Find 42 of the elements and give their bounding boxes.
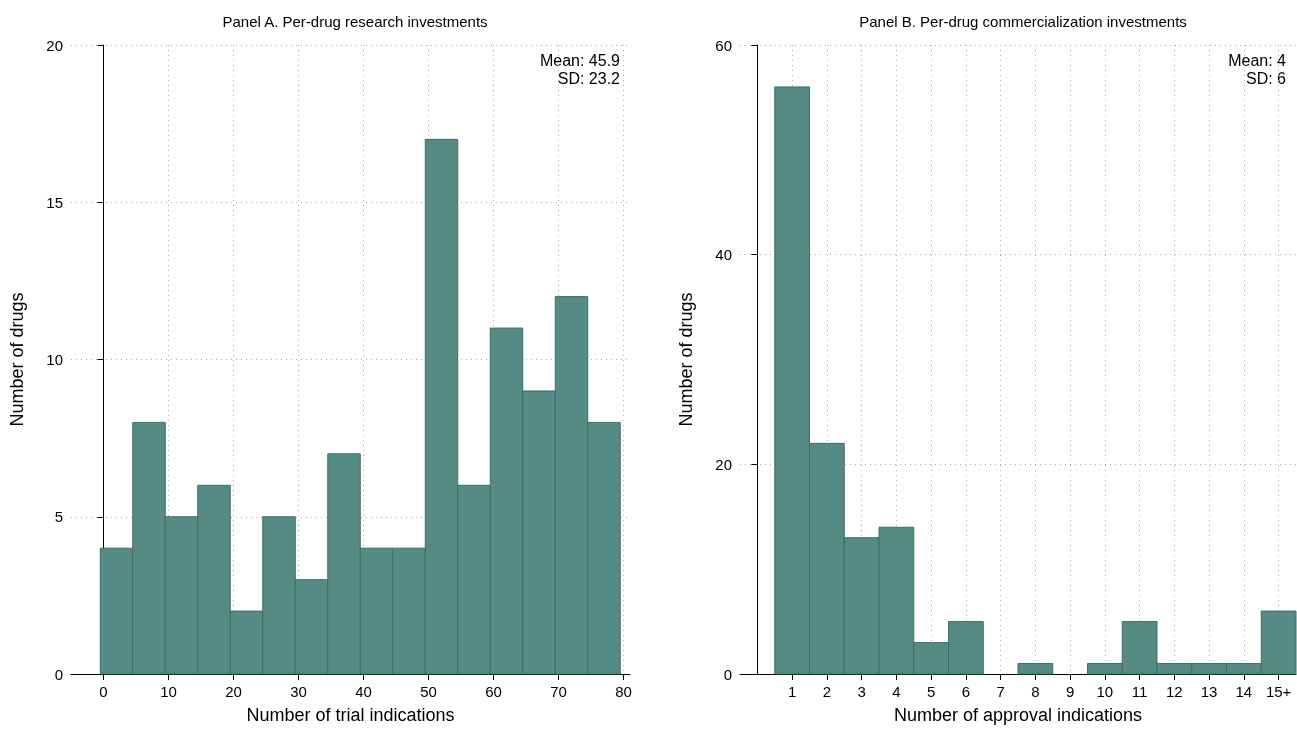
x-tick-label: 80: [615, 683, 632, 700]
y-tick-label: 10: [46, 351, 63, 368]
x-tick-label: 5: [926, 683, 936, 700]
x-axis-title: Number of approval indications: [893, 705, 1143, 725]
x-tick-label: 1: [787, 683, 797, 700]
x-tick-label: 14: [1235, 683, 1253, 700]
y-tick-label: 0: [54, 665, 63, 683]
y-tick-label: 5: [54, 508, 63, 526]
x-tick-label: 15+: [1265, 683, 1292, 700]
y-tick-label: 60: [715, 36, 732, 54]
x-axis-title: Number of trial indications: [246, 705, 455, 725]
x-tick-label: 20: [225, 683, 242, 700]
y-tick-label: 0: [723, 665, 732, 683]
x-tick-label: 0: [99, 683, 108, 700]
x-tick-label: 3: [857, 683, 866, 700]
y-tick-label: 20: [715, 455, 732, 473]
y-tick-label: 40: [715, 246, 732, 264]
x-tick-label: 40: [355, 683, 372, 700]
x-tick-label: 13: [1200, 683, 1218, 700]
y-axis-title: Number of drugs: [676, 292, 696, 427]
x-tick-label: 2: [822, 683, 832, 700]
x-tick-label: 70: [550, 683, 567, 700]
chart-title: Panel B. Per-drug commercialization investments: [859, 13, 1187, 30]
x-tick-label: 11: [1131, 683, 1148, 700]
x-tick-label: 10: [160, 683, 177, 700]
x-tick-label: 60: [485, 683, 502, 700]
y-axis-title: Number of drugs: [7, 292, 27, 427]
x-tick-label: 12: [1166, 683, 1183, 700]
x-tick-label: 7: [996, 683, 1005, 700]
x-tick-label: 8: [1031, 683, 1040, 700]
x-tick-label: 6: [961, 683, 971, 700]
annotation: Mean: 45.9: [539, 51, 621, 69]
x-tick-label: 9: [1065, 683, 1075, 700]
x-tick-label: 4: [892, 683, 901, 700]
x-tick-label: 10: [1096, 683, 1114, 700]
x-tick-label: 50: [420, 683, 437, 700]
chart-title: Panel A. Per-drug research investments: [222, 13, 488, 30]
annotation: Mean: 4: [1228, 51, 1287, 69]
y-tick-label: 15: [46, 193, 63, 211]
x-tick-label: 30: [290, 683, 307, 700]
annotation: SD: 23.2: [557, 69, 621, 87]
y-tick-label: 20: [46, 36, 63, 54]
